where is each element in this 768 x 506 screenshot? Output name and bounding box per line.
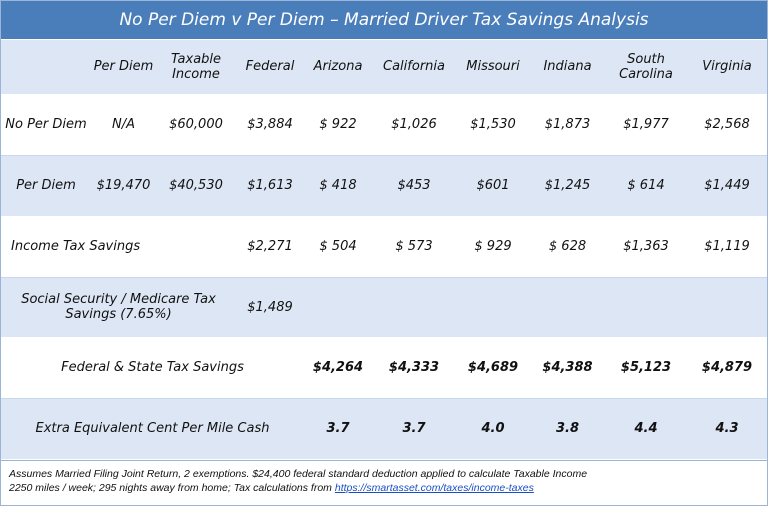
header-cell-taxable-income: Taxable Income: [156, 40, 236, 95]
table-cell: $40,530: [156, 155, 236, 217]
table-row-income-tax-savings: Income Tax Savings $2,271 $ 504 $ 573 $ …: [1, 216, 767, 278]
table-cell: $5,123: [605, 337, 687, 399]
table-cell: $1,530: [456, 94, 530, 156]
footnote-line-1: Assumes Married Filing Joint Return, 2 e…: [9, 467, 588, 480]
table-cell: 3.7: [372, 398, 456, 460]
table-cell: $19,470: [91, 155, 156, 217]
row-label: Per Diem: [1, 155, 91, 217]
header-cell-virginia: Virginia: [687, 40, 767, 95]
table-cell: 4.4: [605, 398, 687, 460]
table-cell: $3,884: [236, 94, 304, 156]
table-cell: $1,873: [530, 94, 605, 156]
table-cell: 4.0: [456, 398, 530, 460]
row-label: No Per Diem: [1, 94, 91, 156]
table-cell: $2,271: [236, 216, 304, 278]
table-cell: $ 929: [456, 216, 530, 278]
table-cell: $1,449: [687, 155, 767, 217]
table-cell: $4,388: [530, 337, 605, 399]
row-label: Income Tax Savings: [1, 216, 236, 278]
table-row-fica-savings: Social Security / Medicare Tax Savings (…: [1, 277, 767, 338]
source-link[interactable]: https://smartasset.com/taxes/income-taxe…: [334, 481, 534, 494]
table-cell: $453: [372, 155, 456, 217]
header-row: Per Diem Taxable Income Federal Arizona …: [1, 40, 767, 95]
header-cell-per-diem: Per Diem: [91, 40, 156, 95]
table-cell: $4,333: [372, 337, 456, 399]
row-label: Federal & State Tax Savings: [1, 337, 304, 399]
table-cell: $1,489: [236, 277, 304, 338]
table-cell: $1,977: [605, 94, 687, 156]
table-cell: $1,613: [236, 155, 304, 217]
empty-cell: [304, 277, 767, 338]
header-cell-california: California: [372, 40, 456, 95]
table-cell: $4,879: [687, 337, 767, 399]
table-cell: $4,689: [456, 337, 530, 399]
table-row-no-per-diem: No Per Diem N/A $60,000 $3,884 $ 922 $1,…: [1, 94, 767, 156]
table-cell: $1,245: [530, 155, 605, 217]
table-cell: $4,264: [304, 337, 372, 399]
table-cell: N/A: [91, 94, 156, 156]
table-cell: $ 614: [605, 155, 687, 217]
table-cell: 4.3: [687, 398, 767, 460]
table-cell: $1,119: [687, 216, 767, 278]
table-cell: $ 418: [304, 155, 372, 217]
footnote: Assumes Married Filing Joint Return, 2 e…: [1, 459, 767, 495]
header-cell-south-carolina: South Carolina: [605, 40, 687, 95]
table-row-per-diem: Per Diem $19,470 $40,530 $1,613 $ 418 $4…: [1, 155, 767, 217]
table-row-fed-state-savings: Federal & State Tax Savings $4,264 $4,33…: [1, 337, 767, 399]
table-cell: $ 573: [372, 216, 456, 278]
table-cell: $ 922: [304, 94, 372, 156]
header-cell-federal: Federal: [236, 40, 304, 95]
row-label: Social Security / Medicare Tax Savings (…: [1, 277, 236, 338]
footnote-line-2: 2250 miles / week; 295 nights away from …: [9, 481, 759, 495]
header-cell-arizona: Arizona: [304, 40, 372, 95]
header-cell-missouri: Missouri: [456, 40, 530, 95]
header-cell: [1, 40, 91, 95]
table-cell: $2,568: [687, 94, 767, 156]
table-cell: $1,026: [372, 94, 456, 156]
table-cell: $60,000: [156, 94, 236, 156]
row-label: Extra Equivalent Cent Per Mile Cash: [1, 398, 304, 460]
table-cell: 3.8: [530, 398, 605, 460]
header-cell-indiana: Indiana: [530, 40, 605, 95]
table-row-cents-per-mile: Extra Equivalent Cent Per Mile Cash 3.7 …: [1, 398, 767, 460]
table-cell: $ 504: [304, 216, 372, 278]
tax-savings-table: Per Diem Taxable Income Federal Arizona …: [1, 40, 767, 460]
table-cell: $1,363: [605, 216, 687, 278]
table-title: No Per Diem v Per Diem – Married Driver …: [1, 1, 767, 40]
footnote-line-2-text: 2250 miles / week; 295 nights away from …: [9, 481, 335, 494]
table-cell: $601: [456, 155, 530, 217]
table-cell: $ 628: [530, 216, 605, 278]
table-cell: 3.7: [304, 398, 372, 460]
